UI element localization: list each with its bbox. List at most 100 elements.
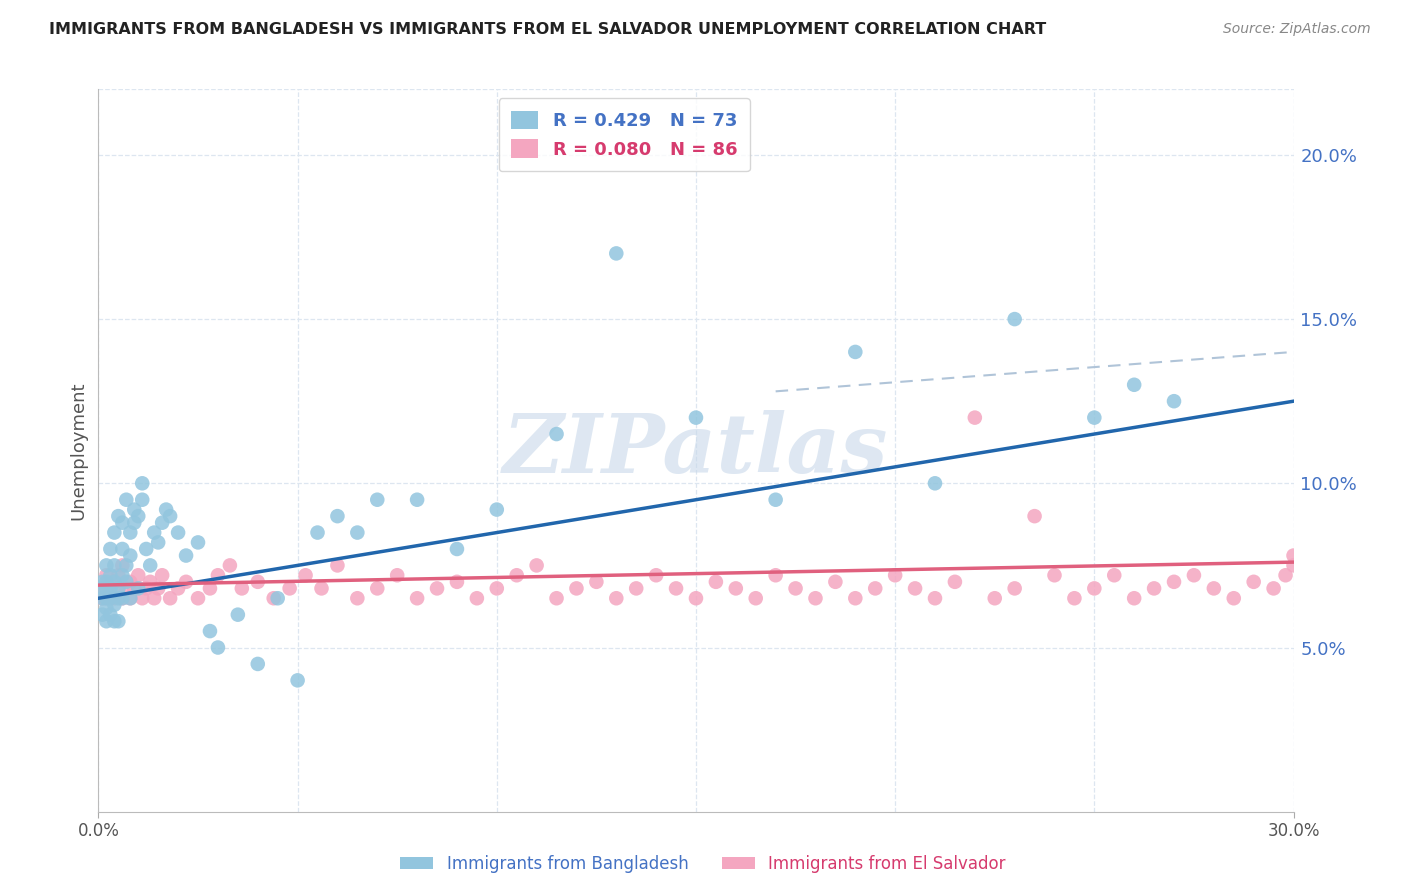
Point xyxy=(1282,558,1305,573)
Point xyxy=(96,558,118,573)
Point xyxy=(685,591,707,606)
Point xyxy=(135,541,157,556)
Point xyxy=(565,582,588,596)
Point xyxy=(139,558,162,573)
Point xyxy=(1004,312,1026,326)
Point xyxy=(605,246,627,260)
Point xyxy=(111,591,134,606)
Point xyxy=(96,601,118,615)
Legend: R = 0.429   N = 73, R = 0.080   N = 86: R = 0.429 N = 73, R = 0.080 N = 86 xyxy=(499,98,749,171)
Point xyxy=(103,574,125,589)
Point xyxy=(96,591,118,606)
Point xyxy=(924,591,946,606)
Point xyxy=(207,568,229,582)
Point xyxy=(446,541,468,556)
Point xyxy=(385,568,409,582)
Point xyxy=(167,525,190,540)
Point xyxy=(115,582,138,596)
Point xyxy=(865,582,887,596)
Point xyxy=(103,614,125,628)
Point xyxy=(1104,568,1126,582)
Point xyxy=(1123,591,1146,606)
Point xyxy=(278,582,301,596)
Point xyxy=(91,591,114,606)
Point xyxy=(246,574,269,589)
Point xyxy=(127,568,149,582)
Point xyxy=(143,591,166,606)
Point xyxy=(765,492,787,507)
Text: ZIPatlas: ZIPatlas xyxy=(503,410,889,491)
Point xyxy=(131,492,153,507)
Point xyxy=(96,614,118,628)
Point xyxy=(1163,394,1185,409)
Point xyxy=(107,614,129,628)
Point xyxy=(96,574,118,589)
Point xyxy=(605,591,627,606)
Point xyxy=(943,574,966,589)
Point xyxy=(167,582,190,596)
Point xyxy=(287,673,309,688)
Point xyxy=(91,582,114,596)
Point xyxy=(124,502,146,516)
Point xyxy=(174,574,197,589)
Point xyxy=(346,591,368,606)
Point xyxy=(645,568,668,582)
Point xyxy=(198,624,221,639)
Point xyxy=(366,492,388,507)
Point xyxy=(685,410,707,425)
Point xyxy=(107,509,129,524)
Point xyxy=(111,558,134,573)
Point xyxy=(263,591,285,606)
Point xyxy=(1274,568,1296,582)
Point xyxy=(406,492,429,507)
Point xyxy=(159,509,181,524)
Point xyxy=(765,568,787,582)
Point xyxy=(785,582,807,596)
Point xyxy=(124,582,146,596)
Point xyxy=(506,568,529,582)
Point xyxy=(148,535,170,549)
Point xyxy=(311,582,333,596)
Point xyxy=(1043,568,1066,582)
Point xyxy=(91,582,114,596)
Point xyxy=(96,591,118,606)
Point xyxy=(135,582,157,596)
Point xyxy=(120,591,142,606)
Point xyxy=(844,345,866,359)
Point xyxy=(546,591,568,606)
Point xyxy=(406,591,429,606)
Point xyxy=(174,549,197,563)
Point xyxy=(844,591,866,606)
Point xyxy=(98,568,122,582)
Point xyxy=(824,574,846,589)
Point xyxy=(91,574,114,589)
Point xyxy=(219,558,242,573)
Point xyxy=(1083,410,1105,425)
Point xyxy=(485,582,508,596)
Point xyxy=(107,568,129,582)
Point xyxy=(115,558,138,573)
Point xyxy=(231,582,253,596)
Point xyxy=(98,582,122,596)
Point xyxy=(111,516,134,530)
Point xyxy=(150,568,173,582)
Point xyxy=(307,525,329,540)
Point xyxy=(446,574,468,589)
Point xyxy=(91,591,114,606)
Point xyxy=(326,509,349,524)
Point xyxy=(98,582,122,596)
Point xyxy=(984,591,1007,606)
Point xyxy=(120,549,142,563)
Point xyxy=(103,574,125,589)
Point xyxy=(111,568,134,582)
Point xyxy=(159,591,181,606)
Point xyxy=(155,502,177,516)
Point xyxy=(294,568,316,582)
Point xyxy=(704,574,727,589)
Legend: Immigrants from Bangladesh, Immigrants from El Salvador: Immigrants from Bangladesh, Immigrants f… xyxy=(394,848,1012,880)
Point xyxy=(585,574,607,589)
Y-axis label: Unemployment: Unemployment xyxy=(69,381,87,520)
Point xyxy=(804,591,827,606)
Point xyxy=(426,582,449,596)
Text: IMMIGRANTS FROM BANGLADESH VS IMMIGRANTS FROM EL SALVADOR UNEMPLOYMENT CORRELATI: IMMIGRANTS FROM BANGLADESH VS IMMIGRANTS… xyxy=(49,22,1046,37)
